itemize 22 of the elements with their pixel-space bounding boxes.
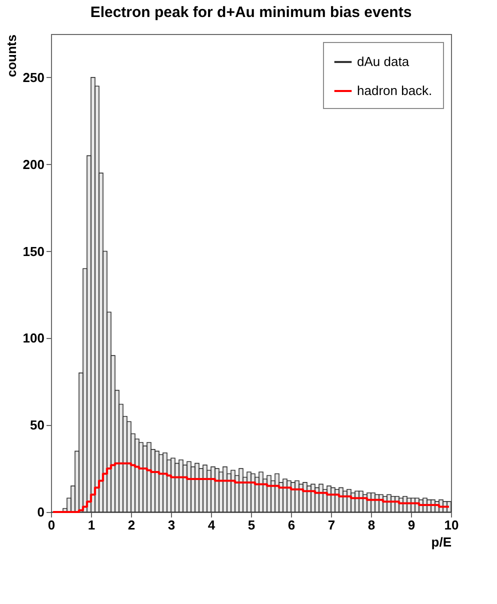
x-tick-label: 10 [444, 518, 459, 532]
y-tick-label: 0 [37, 504, 44, 520]
y-axis-title: counts [4, 34, 19, 78]
y-tick-label: 50 [30, 418, 44, 433]
x-tick-label: 1 [88, 518, 96, 532]
x-tick-label: 9 [408, 518, 416, 532]
x-axis-title: p/E [431, 534, 452, 550]
x-tick-label: 0 [48, 518, 56, 532]
x-tick-label: 3 [168, 518, 176, 532]
x-tick-label: 8 [368, 518, 376, 532]
x-tick-label: 6 [288, 518, 296, 532]
y-tick-label: 150 [22, 244, 44, 259]
x-tick-label: 7 [328, 518, 336, 532]
x-tick-label: 5 [248, 518, 256, 532]
y-tick-label: 250 [22, 70, 44, 85]
legend-label: hadron back. [357, 83, 432, 98]
legend-label: dAu data [357, 54, 410, 69]
y-tick-label: 200 [22, 156, 44, 172]
y-tick-label: 100 [22, 330, 44, 346]
x-tick-label: 2 [128, 518, 136, 532]
x-tick-label: 4 [208, 518, 216, 532]
chart-title: Electron peak for d+Au minimum bias events [90, 4, 412, 21]
